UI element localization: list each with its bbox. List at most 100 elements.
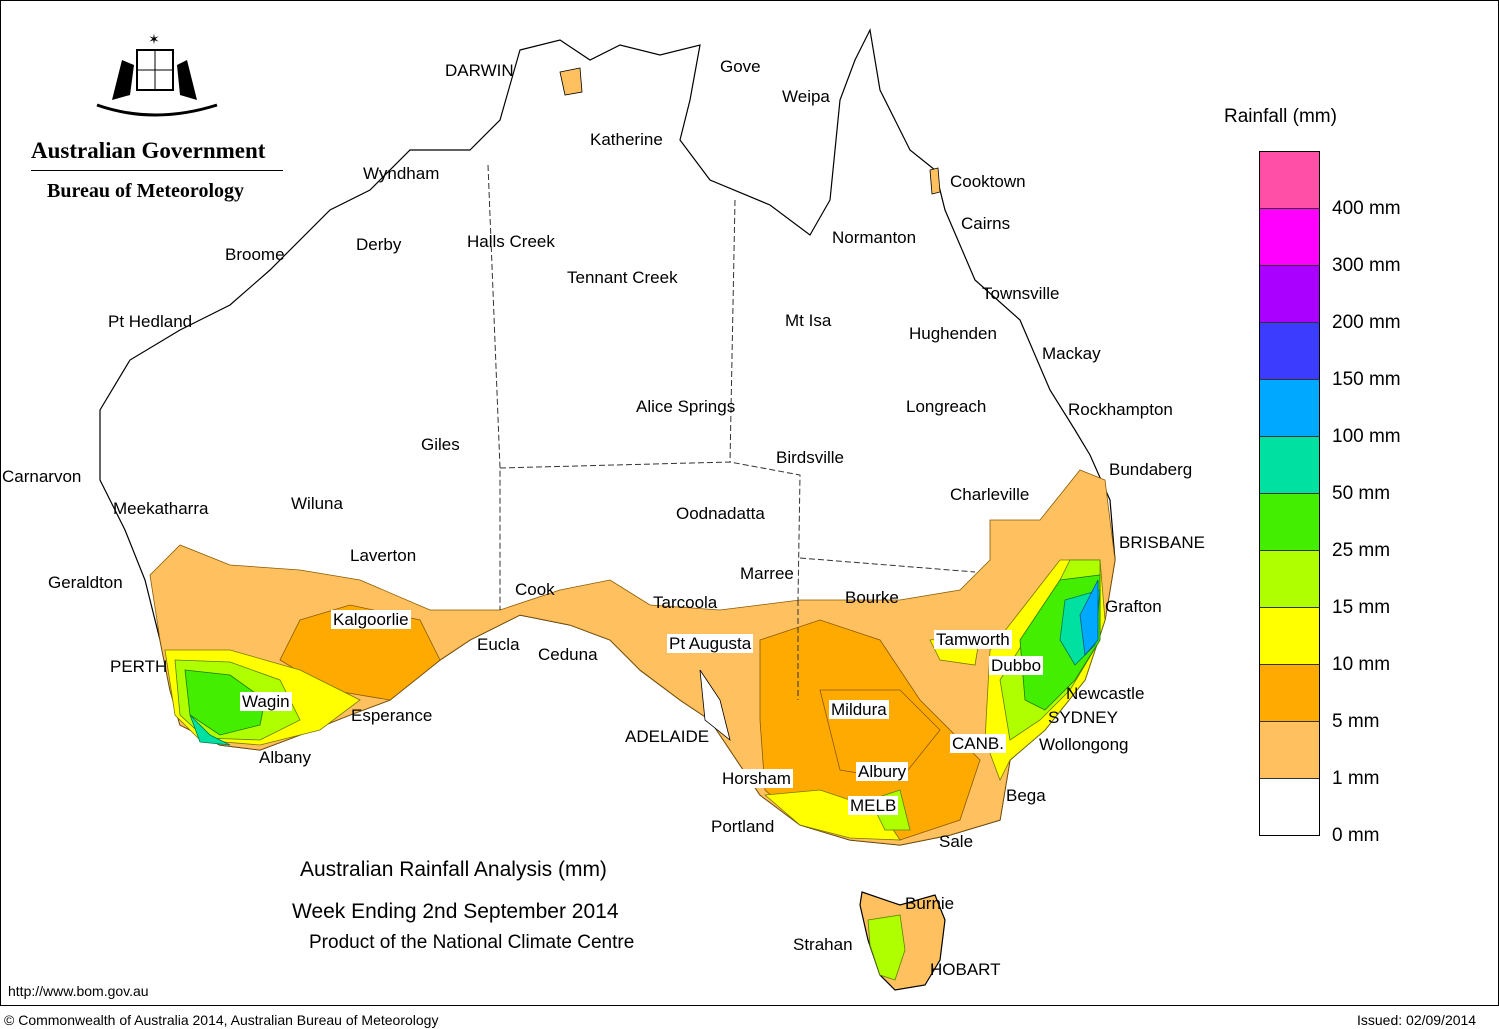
place-wyndham: Wyndham bbox=[363, 164, 440, 183]
place-hughenden: Hughenden bbox=[909, 324, 997, 343]
place-charleville: Charleville bbox=[950, 485, 1030, 504]
place-derby: Derby bbox=[356, 235, 402, 254]
legend-title: Rainfall (mm) bbox=[1224, 106, 1337, 127]
place-esperance: Esperance bbox=[351, 706, 433, 725]
place-horsham: Horsham bbox=[720, 769, 793, 788]
legend-swatch bbox=[1260, 722, 1319, 779]
legend-swatch bbox=[1260, 665, 1319, 722]
place-birdsville: Birdsville bbox=[776, 448, 845, 467]
place-halls-creek: Halls Creek bbox=[467, 232, 555, 251]
place-normanton: Normanton bbox=[832, 228, 917, 247]
place-perth: PERTH bbox=[110, 657, 168, 676]
place-brisbane: BRISBANE bbox=[1119, 533, 1205, 552]
place-ceduna: Ceduna bbox=[538, 645, 598, 664]
place-cairns: Cairns bbox=[961, 214, 1011, 233]
place-bundaberg: Bundaberg bbox=[1109, 460, 1193, 479]
rain-darwin-spot bbox=[559, 67, 583, 96]
place-strahan: Strahan bbox=[793, 935, 853, 954]
place-albany: Albany bbox=[259, 748, 311, 767]
legend-label: 200 mm bbox=[1332, 312, 1401, 333]
place-laverton: Laverton bbox=[350, 546, 417, 565]
state-borders bbox=[487, 164, 976, 700]
place-bega: Bega bbox=[1006, 786, 1046, 805]
place-alice-springs: Alice Springs bbox=[636, 397, 736, 416]
footer-issued: Issued: 02/09/2014 bbox=[1357, 1012, 1477, 1028]
place-carnarvon: Carnarvon bbox=[2, 467, 82, 486]
place-canberra: CANB. bbox=[950, 734, 1006, 753]
map-subtitle: Week Ending 2nd September 2014 bbox=[292, 900, 619, 923]
place-sale: Sale bbox=[939, 832, 974, 851]
place-cook: Cook bbox=[515, 580, 555, 599]
legend-color-bar bbox=[1259, 151, 1320, 836]
place-weipa: Weipa bbox=[782, 87, 830, 106]
rain-10-15mm bbox=[164, 559, 1106, 841]
legend-label: 300 mm bbox=[1332, 255, 1401, 276]
svg-text:✶: ✶ bbox=[148, 32, 160, 48]
place-portland: Portland bbox=[711, 817, 775, 836]
legend-label: 10 mm bbox=[1332, 654, 1391, 675]
place-adelaide: ADELAIDE bbox=[623, 727, 712, 746]
place-wiluna: Wiluna bbox=[291, 494, 343, 513]
footer-copyright: © Commonwealth of Australia 2014, Austra… bbox=[4, 1012, 439, 1028]
legend-label: 25 mm bbox=[1332, 540, 1391, 561]
legend-swatch bbox=[1260, 437, 1319, 494]
rain-100-150mm bbox=[1079, 579, 1099, 656]
legend-swatch bbox=[1260, 152, 1319, 209]
place-bourke: Bourke bbox=[845, 588, 899, 607]
place-grafton: Grafton bbox=[1105, 597, 1162, 616]
legend-label: 1 mm bbox=[1332, 768, 1380, 789]
legend-swatch bbox=[1260, 551, 1319, 608]
spencer-gulf bbox=[699, 669, 731, 742]
legend-label: 0 mm bbox=[1332, 825, 1380, 846]
place-giles: Giles bbox=[421, 435, 460, 454]
legend-label: 400 mm bbox=[1332, 198, 1401, 219]
place-mt-isa: Mt Isa bbox=[785, 311, 832, 330]
legend-swatch bbox=[1260, 494, 1319, 551]
place-albury: Albury bbox=[856, 762, 909, 781]
legend-swatch bbox=[1260, 608, 1319, 665]
agency-name: Bureau of Meteorology bbox=[47, 180, 245, 202]
rainfall-map bbox=[99, 28, 1116, 991]
place-geraldton: Geraldton bbox=[48, 573, 123, 592]
legend-label: 5 mm bbox=[1332, 711, 1380, 732]
place-longreach: Longreach bbox=[906, 397, 987, 416]
place-tamworth: Tamworth bbox=[934, 630, 1012, 649]
legend-label: 150 mm bbox=[1332, 369, 1401, 390]
place-tarcoola: Tarcoola bbox=[653, 593, 718, 612]
place-melbourne: MELB bbox=[848, 796, 899, 815]
logo-divider bbox=[31, 170, 283, 171]
rain-cooktown-spot bbox=[929, 167, 941, 195]
place-oodnadatta: Oodnadatta bbox=[676, 504, 765, 523]
place-gove: Gove bbox=[720, 57, 761, 76]
coat-of-arms-icon: ✶ bbox=[92, 30, 222, 130]
place-broome: Broome bbox=[225, 245, 285, 264]
place-pt-augusta: Pt Augusta bbox=[667, 634, 754, 653]
footer-url[interactable]: http://www.bom.gov.au bbox=[8, 983, 149, 999]
government-name: Australian Government bbox=[31, 138, 266, 163]
place-cooktown: Cooktown bbox=[950, 172, 1026, 191]
place-meekatharra: Meekatharra bbox=[113, 499, 209, 518]
legend-swatch bbox=[1260, 380, 1319, 437]
place-mackay: Mackay bbox=[1042, 344, 1101, 363]
legend-swatch bbox=[1260, 779, 1319, 835]
legend-swatch bbox=[1260, 266, 1319, 323]
place-marree: Marree bbox=[740, 564, 794, 583]
place-tennant-creek: Tennant Creek bbox=[567, 268, 678, 287]
map-title: Australian Rainfall Analysis (mm) bbox=[300, 858, 607, 881]
place-hobart: HOBART bbox=[930, 960, 1001, 979]
place-pt-hedland: Pt Hedland bbox=[108, 312, 193, 331]
map-product-line: Product of the National Climate Centre bbox=[309, 932, 635, 953]
place-sydney: SYDNEY bbox=[1048, 708, 1118, 727]
legend-swatch bbox=[1260, 209, 1319, 266]
legend-label: 100 mm bbox=[1332, 426, 1401, 447]
tasmania-wet-zone bbox=[867, 914, 906, 981]
place-newcastle: Newcastle bbox=[1066, 684, 1145, 703]
place-mildura: Mildura bbox=[829, 700, 889, 719]
place-burnie: Burnie bbox=[905, 894, 955, 913]
place-wollongong: Wollongong bbox=[1039, 735, 1129, 754]
legend-label: 50 mm bbox=[1332, 483, 1391, 504]
place-katherine: Katherine bbox=[590, 130, 663, 149]
place-darwin: DARWIN bbox=[445, 61, 514, 80]
place-wagin: Wagin bbox=[240, 692, 292, 711]
place-eucla: Eucla bbox=[477, 635, 520, 654]
